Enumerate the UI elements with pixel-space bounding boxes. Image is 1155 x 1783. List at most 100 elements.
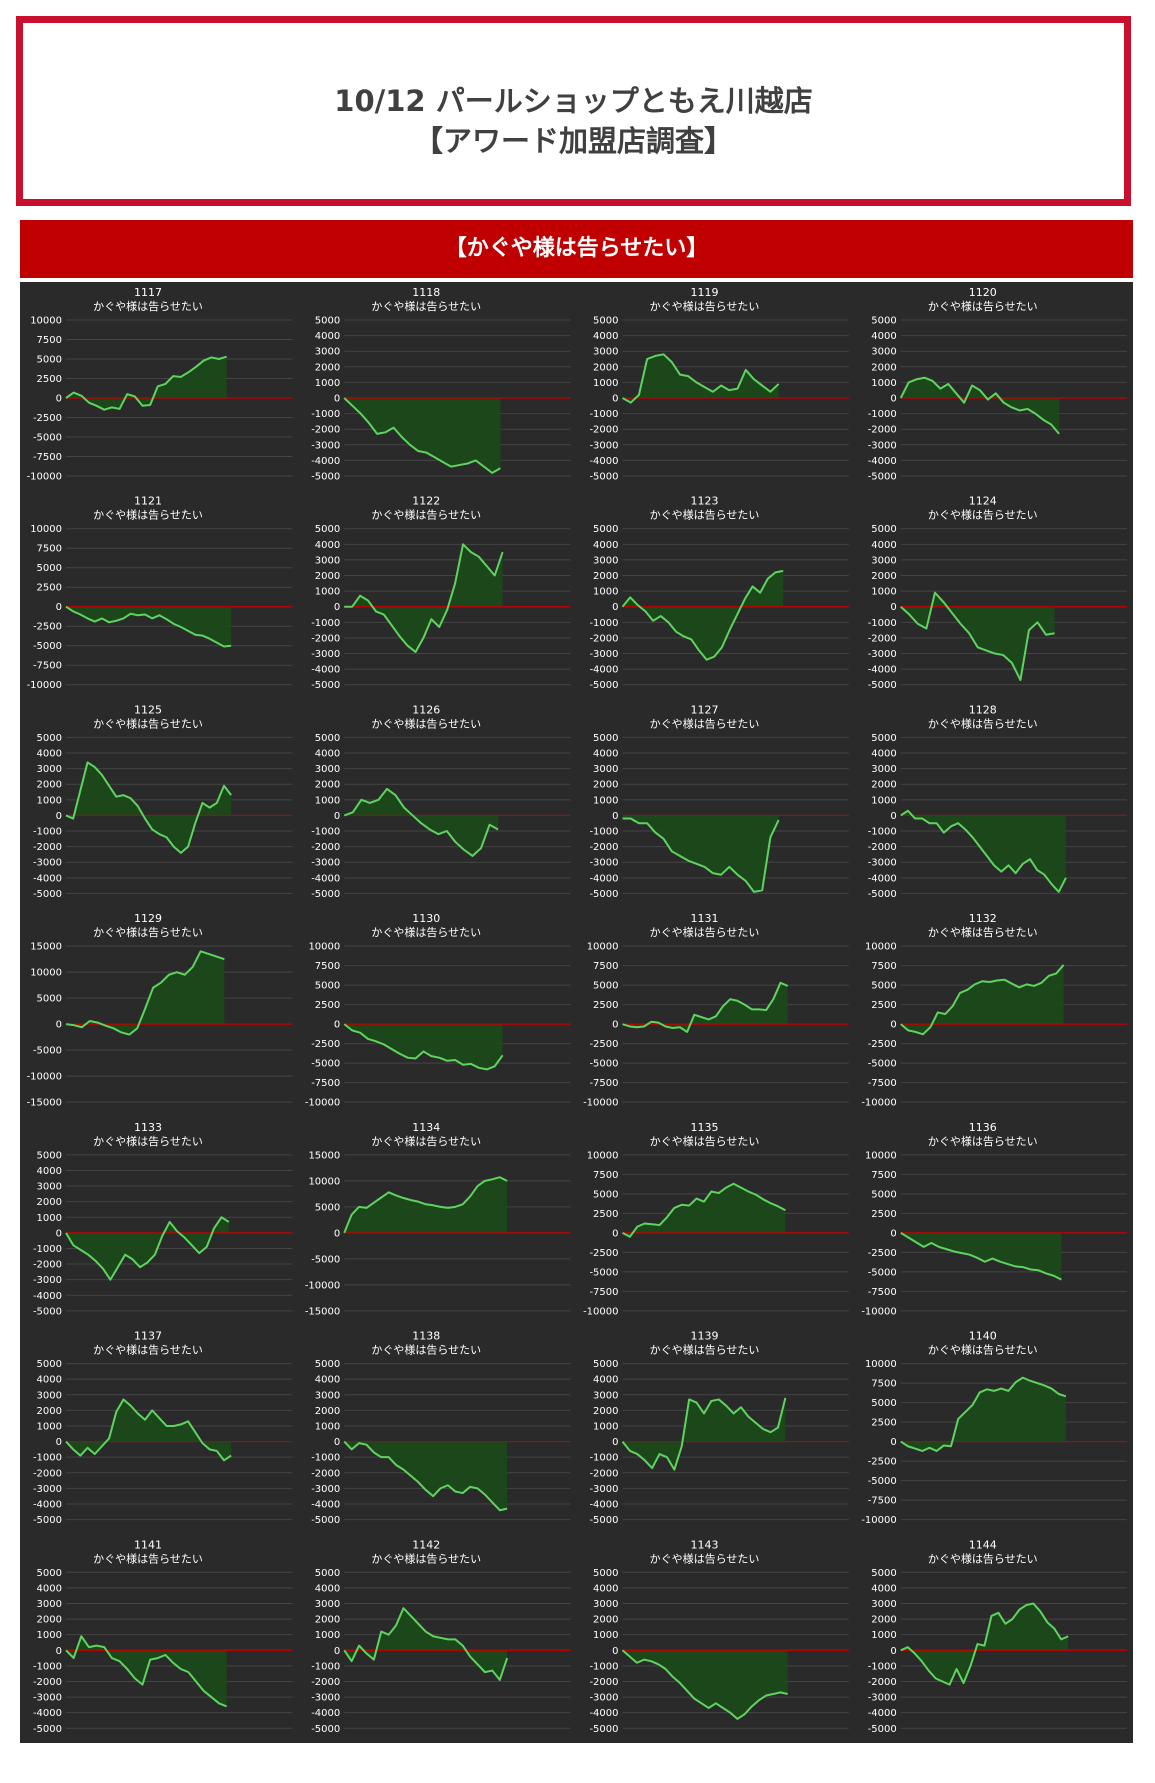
y-tick-label: -3000	[868, 858, 897, 869]
chart-subtitle: かぐや様は告らせたい	[371, 1551, 481, 1565]
y-tick-label: 5000	[871, 316, 896, 327]
y-tick-label: 10000	[308, 1176, 340, 1187]
y-tick-label: 5000	[37, 563, 62, 574]
series-line	[900, 1602, 1069, 1686]
y-tick-label: -3000	[33, 1484, 62, 1495]
y-tick-label: 10000	[308, 942, 340, 953]
y-tick-label: -5000	[33, 433, 62, 444]
y-tick-label: 3000	[593, 764, 618, 775]
y-tick-label: -2500	[589, 1248, 618, 1259]
chart-subtitle: かぐや様は告らせたい	[650, 716, 760, 730]
y-tick-label: -2000	[589, 633, 618, 644]
y-tick-label: -5000	[589, 889, 618, 900]
y-tick-label: 7500	[593, 961, 618, 972]
y-tick-label: 5000	[315, 1568, 340, 1579]
chart-subtitle: かぐや様は告らせたい	[928, 508, 1038, 522]
y-tick-label: -3000	[868, 440, 897, 451]
series-area	[622, 815, 779, 892]
chart-subtitle: かぐや様は告らせたい	[928, 1134, 1038, 1148]
y-tick-label: 2000	[593, 1615, 618, 1626]
y-tick-label: 0	[612, 1437, 618, 1448]
series-line	[900, 809, 1067, 893]
y-tick-label: -5000	[311, 1254, 340, 1265]
y-tick-label: -1000	[311, 1453, 340, 1464]
y-tick-label: -4000	[311, 456, 340, 467]
y-tick-label: 15000	[308, 1150, 340, 1161]
y-tick-label: -5000	[868, 1724, 897, 1735]
y-tick-label: 0	[890, 811, 896, 822]
y-tick-label: 0	[334, 1437, 340, 1448]
y-tick-label: 2500	[37, 374, 62, 385]
chart-subtitle: かぐや様は告らせたい	[371, 299, 481, 313]
y-tick-label: 0	[612, 394, 618, 405]
chart-title: 1132	[969, 912, 997, 925]
y-tick-label: -5000	[589, 1724, 618, 1735]
y-tick-label: 5000	[37, 1568, 62, 1579]
y-tick-label: 2000	[315, 1406, 340, 1417]
y-tick-label: 1000	[593, 378, 618, 389]
y-tick-label: -5000	[33, 1724, 62, 1735]
y-tick-label: 3000	[593, 1599, 618, 1610]
y-tick-label: -1000	[868, 409, 897, 420]
y-tick-label: -5000	[589, 472, 618, 483]
y-tick-label: -1000	[33, 827, 62, 838]
y-tick-label: -3000	[868, 1693, 897, 1704]
y-tick-label: 0	[334, 602, 340, 613]
y-tick-label: -7500	[589, 1078, 618, 1089]
y-tick-label: 5000	[37, 733, 62, 744]
y-tick-label: 7500	[37, 335, 62, 346]
y-tick-label: 4000	[871, 749, 896, 760]
chart-subtitle: かぐや様は告らせたい	[93, 925, 203, 939]
y-tick-label: -1000	[33, 1661, 62, 1672]
y-tick-label: -2000	[311, 1677, 340, 1688]
y-tick-label: -5000	[33, 1046, 62, 1057]
chart-subtitle: かぐや様は告らせたい	[928, 925, 1038, 939]
chart-subtitle: かぐや様は告らせたい	[93, 299, 203, 313]
y-tick-label: -4000	[311, 873, 340, 884]
y-tick-label: -2500	[311, 1039, 340, 1050]
chart-title: 1142	[412, 1538, 440, 1551]
series-line	[343, 787, 499, 857]
chart-subtitle: かぐや様は告らせたい	[371, 1134, 481, 1148]
y-tick-label: 0	[612, 602, 618, 613]
series-area	[344, 1024, 503, 1070]
header-box: 10/12 パールショップともえ川越店 【アワード加盟店調査】	[16, 16, 1131, 206]
y-tick-label: -4000	[311, 1499, 340, 1510]
chart-title: 1133	[134, 1121, 162, 1134]
y-tick-label: 0	[890, 1020, 896, 1031]
y-tick-label: -3000	[311, 1693, 340, 1704]
y-tick-label: -4000	[33, 1499, 62, 1510]
y-tick-label: 5000	[593, 733, 618, 744]
series-line	[343, 1440, 508, 1512]
y-tick-label: -4000	[868, 1708, 897, 1719]
y-tick-label: 1000	[871, 795, 896, 806]
y-tick-label: -1000	[311, 827, 340, 838]
y-tick-label: 7500	[593, 1170, 618, 1181]
y-tick-label: 3000	[315, 1599, 340, 1610]
y-tick-label: 3000	[315, 347, 340, 358]
chart-title: 1137	[134, 1330, 162, 1343]
y-tick-label: 1000	[593, 587, 618, 598]
y-tick-label: 10000	[30, 524, 62, 535]
y-tick-label: -2000	[868, 633, 897, 644]
y-tick-label: -5000	[868, 1476, 897, 1487]
chart-title: 1122	[412, 495, 440, 508]
y-tick-label: -1000	[311, 1661, 340, 1672]
y-tick-label: 5000	[871, 524, 896, 535]
series-line	[344, 543, 504, 653]
y-tick-label: -2000	[589, 425, 618, 436]
page-title-line1: 10/12 パールショップともえ川越店	[334, 84, 813, 118]
series-line	[900, 964, 1065, 1036]
y-tick-label: 0	[612, 1228, 618, 1239]
chart-title: 1126	[412, 703, 440, 716]
series-area	[344, 1608, 508, 1680]
chart-title: 1141	[134, 1538, 162, 1551]
y-tick-label: 5000	[871, 1398, 896, 1409]
y-tick-label: 5000	[593, 981, 618, 992]
y-tick-label: 3000	[871, 764, 896, 775]
y-tick-label: 5000	[315, 524, 340, 535]
